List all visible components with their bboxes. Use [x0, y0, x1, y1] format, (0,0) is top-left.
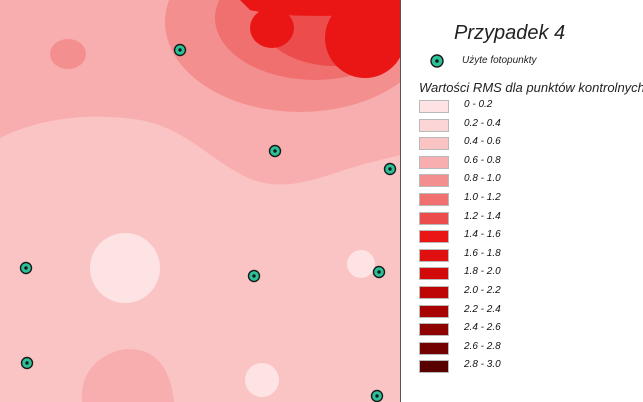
- legend-class-label: 0.2 - 0.4: [464, 117, 501, 129]
- legend-class-swatch: [419, 285, 449, 299]
- control-point-marker[interactable]: [383, 162, 397, 176]
- legend: Przypadek 4 Użyte fotopunkty Wartości RM…: [404, 0, 643, 402]
- legend-class-swatch: [419, 211, 449, 225]
- zone-0.8-1.0-small: [50, 39, 86, 69]
- control-point-marker[interactable]: [268, 144, 282, 158]
- legend-class-swatch: [419, 248, 449, 262]
- legend-class-label: 2.4 - 2.6: [464, 322, 501, 334]
- legend-class-label: 1.8 - 2.0: [464, 266, 501, 278]
- zone-0-0.2-center: [90, 233, 160, 303]
- control-point-marker[interactable]: [370, 389, 384, 402]
- rms-map[interactable]: [0, 0, 401, 402]
- control-point-marker[interactable]: [20, 356, 34, 370]
- legend-class-swatch: [419, 192, 449, 206]
- legend-class-swatch: [419, 341, 449, 355]
- control-point-marker[interactable]: [247, 269, 261, 283]
- legend-class-swatch: [419, 155, 449, 169]
- control-point-marker[interactable]: [173, 43, 187, 57]
- legend-class-swatch: [419, 304, 449, 318]
- zone-1.4-1.6-right: [325, 0, 401, 78]
- legend-class-label: 2.6 - 2.8: [464, 340, 501, 352]
- zone-0.4-0.6: [0, 116, 401, 402]
- zone-0-0.2-right: [347, 250, 375, 278]
- legend-class-swatch: [419, 137, 449, 151]
- zone-0-0.2-bottom: [245, 363, 279, 397]
- zone-1.4-1.6-left: [250, 8, 294, 48]
- legend-class-label: 2.2 - 2.4: [464, 303, 501, 315]
- legend-class-label: 1.4 - 1.6: [464, 229, 501, 241]
- legend-class-swatch: [419, 360, 449, 374]
- zone-1.4-1.6-top: [240, 0, 401, 20]
- legend-class-swatch: [419, 174, 449, 188]
- legend-class-swatch: [419, 323, 449, 337]
- legend-class-swatch: [419, 230, 449, 244]
- control-point-marker-icon: [430, 54, 444, 68]
- legend-class-label: 1.2 - 1.4: [464, 210, 501, 222]
- legend-class-label: 2.8 - 3.0: [464, 359, 501, 371]
- control-point-marker[interactable]: [19, 261, 33, 275]
- legend-class-label: 0.8 - 1.0: [464, 173, 501, 185]
- control-point-marker[interactable]: [372, 265, 386, 279]
- legend-class-swatch: [419, 100, 449, 113]
- legend-class-label: 1.0 - 1.2: [464, 191, 501, 203]
- legend-rms-title: Wartości RMS dla punktów kontrolnych [m]: [419, 80, 643, 95]
- legend-used-points-label: Użyte fotopunkty: [462, 55, 537, 66]
- legend-class-swatch: [419, 267, 449, 281]
- legend-class-label: 0.4 - 0.6: [464, 136, 501, 148]
- legend-class-swatch: [419, 118, 449, 132]
- rms-contour-map: [0, 0, 401, 402]
- legend-class-label: 1.6 - 1.8: [464, 247, 501, 259]
- legend-class-label: 2.0 - 2.2: [464, 284, 501, 296]
- legend-class-label: 0.6 - 0.8: [464, 154, 501, 166]
- zone-0.6-0.8-bottom: [81, 349, 174, 402]
- control-points: [19, 43, 397, 402]
- legend-class-label: 0 - 0.2: [464, 99, 493, 110]
- legend-title: Przypadek 4: [454, 22, 566, 44]
